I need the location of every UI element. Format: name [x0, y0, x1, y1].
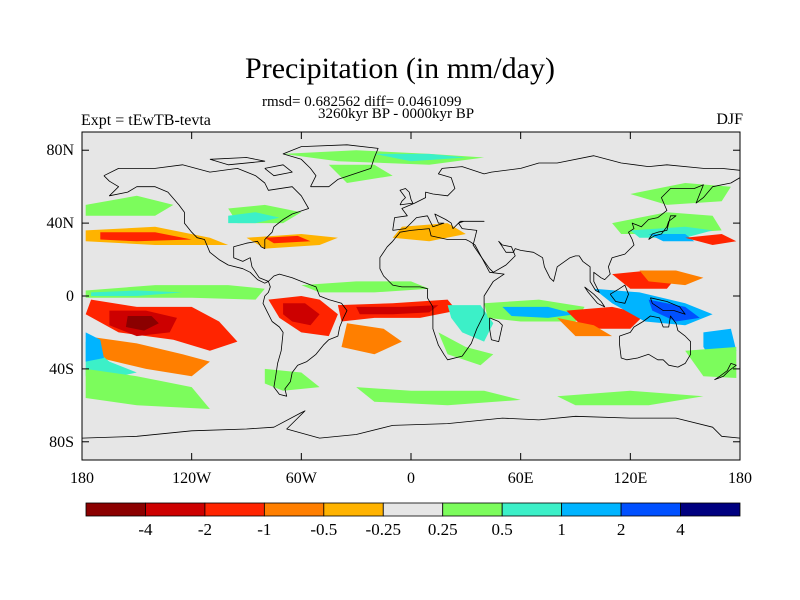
region-south-pacific-east-green [685, 347, 737, 378]
colorbar-swatch [382, 502, 444, 517]
region-central-pacific-center [125, 316, 159, 331]
lat-tick-label: 40N [46, 215, 74, 232]
region-north-africa-orange [392, 223, 466, 242]
region-siberia-green [630, 183, 731, 205]
period-line: 3260kyr BP - 0000kyr BP [318, 106, 475, 122]
anomaly-regions [85, 150, 737, 409]
lon-tick-label: 120E [613, 470, 647, 487]
lat-tick-label: 40S [49, 361, 74, 378]
colorbar-swatch [85, 502, 146, 517]
colorbar-swatch [680, 502, 741, 517]
coastline-8 [648, 215, 677, 240]
region-indian-ocean-blue [502, 306, 576, 318]
lon-tick-label: 60W [286, 470, 318, 487]
region-patagonia-green [264, 368, 320, 391]
region-north-pacific-green [85, 195, 174, 216]
region-north-pacific-red [100, 232, 192, 242]
coastline-9 [584, 286, 606, 308]
region-greenland-green [328, 164, 393, 183]
lon-tick-label: 120W [172, 470, 212, 487]
coastline-14 [264, 164, 293, 177]
latitude-axis: 80N 40N 0 40S 80S [46, 142, 740, 451]
region-indonesia-red [566, 306, 645, 329]
colorbar-swatch [442, 502, 503, 517]
coastline-12 [489, 317, 503, 343]
colorbar-swatch [323, 502, 384, 517]
colorbar-label: -0.25 [366, 520, 401, 539]
region-east-pacific-blue [85, 332, 104, 362]
lon-tick-label: 180 [70, 470, 94, 487]
lat-tick-label: 80N [46, 142, 74, 159]
region-south-atlantic-orange [341, 323, 402, 355]
region-us-blue [228, 212, 280, 224]
coastline-4 [619, 315, 691, 368]
region-south-atlantic-core [356, 305, 439, 315]
coastline-3 [392, 155, 740, 293]
colorbar-swatch [145, 502, 206, 517]
region-atlantic-itcz-green [301, 281, 430, 293]
region-south-pacific-wet [85, 341, 137, 380]
colorbar-label: 1 [557, 520, 566, 539]
region-south-pacific-wet-outer [85, 368, 210, 409]
region-arctic-green [283, 150, 485, 165]
colorbar-swatch [620, 502, 681, 517]
coastlines [82, 144, 740, 439]
region-arctic-blue [374, 153, 466, 162]
colorbar-label: 0.25 [428, 520, 458, 539]
coastline-13 [714, 362, 737, 381]
lon-tick-label: 180 [728, 470, 752, 487]
coastline-10 [609, 284, 629, 304]
lat-tick-label: 0 [66, 288, 74, 305]
region-north-pacific-east-red [685, 234, 737, 245]
region-indonesia-orange [557, 317, 613, 337]
stats-line: rmsd= 0.682562 diff= 0.0461099 [262, 94, 462, 110]
chart-title: Precipitation (in mm/day) [245, 52, 555, 85]
colorbar-label: -1 [257, 520, 271, 539]
colorbar-swatch [263, 502, 325, 517]
longitude-axis: 180 120W 60W 0 60E 120E 180 [70, 132, 752, 487]
colorbar-swatch [204, 502, 265, 517]
lat-tick-label: 80S [49, 434, 74, 451]
colorbar-label: 2 [617, 520, 626, 539]
experiment-label: Expt = tEwTB-tevta [81, 112, 211, 129]
coastline-6 [282, 144, 379, 188]
region-east-asia-deep [648, 234, 695, 242]
region-southern-ocean-green-2 [557, 390, 704, 406]
region-atlantic-red [264, 235, 311, 244]
region-south-america-core [283, 303, 320, 326]
region-africa-green [438, 332, 494, 366]
colorbar-label: 4 [676, 520, 685, 539]
region-north-pacific-wet-core [91, 290, 183, 296]
region-africa-wet [447, 305, 494, 342]
colorbar-label: -2 [198, 520, 212, 539]
colorbar-label: 0.5 [492, 520, 513, 539]
coastline-7 [399, 188, 414, 206]
colorbar: -4 -2 -1 -0.5 -0.25 0.25 0.5 1 2 4 [85, 502, 741, 539]
region-west-pacific-orange [639, 270, 704, 286]
coastline-15 [209, 157, 266, 166]
lon-tick-label: 60E [508, 470, 534, 487]
coastline-0 [103, 164, 310, 284]
lon-tick-label: 0 [407, 470, 415, 487]
region-spcz-orange [85, 336, 210, 377]
coastline-11 [650, 297, 686, 315]
region-southern-ocean-green [356, 387, 521, 406]
colorbar-swatch [561, 502, 622, 517]
colorbar-label: -0.5 [310, 520, 337, 539]
season-label: DJF [716, 111, 743, 128]
coastline-1 [262, 273, 348, 397]
colorbar-swatch [501, 502, 563, 517]
coastline-2 [379, 228, 505, 361]
colorbar-label: -4 [138, 520, 153, 539]
coastline-5 [82, 410, 740, 439]
